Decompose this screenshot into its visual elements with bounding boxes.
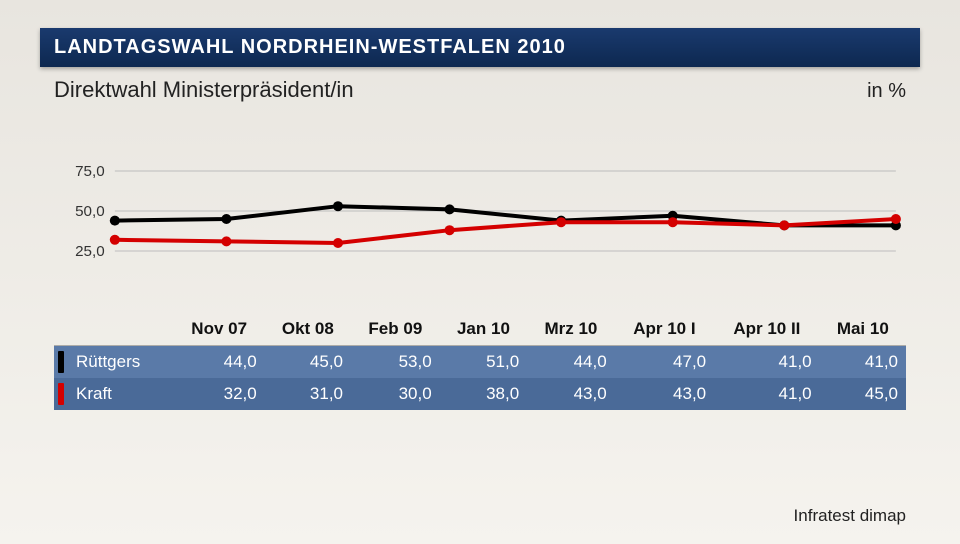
table-row: Rüttgers44,045,053,051,044,047,041,041,0 <box>54 346 906 379</box>
series-line <box>115 219 896 243</box>
value-cell: 44,0 <box>527 346 614 379</box>
series-marker <box>333 201 343 211</box>
table-header-cell: Apr 10 II <box>714 313 819 346</box>
table-row: Kraft32,031,030,038,043,043,041,045,0 <box>54 378 906 410</box>
line-chart: 25,0 50,0 75,0 <box>54 121 906 301</box>
value-cell: 47,0 <box>615 346 714 379</box>
series-marker <box>110 235 120 245</box>
table-header-cell: Mai 10 <box>820 313 906 346</box>
series-line <box>115 206 896 225</box>
series-marker <box>221 214 231 224</box>
series-name-cell: Kraft <box>54 378 174 410</box>
value-cell: 30,0 <box>351 378 440 410</box>
value-cell: 32,0 <box>174 378 265 410</box>
table-header-cell: Jan 10 <box>440 313 528 346</box>
y-tick-label: 50,0 <box>75 203 105 220</box>
subtitle-row: Direktwahl Ministerpräsident/in in % <box>40 67 920 103</box>
table-header-name <box>54 313 174 346</box>
value-cell: 45,0 <box>265 346 351 379</box>
table-header-cell: Nov 07 <box>174 313 265 346</box>
table-header-cell: Apr 10 I <box>615 313 714 346</box>
series-marker <box>333 238 343 248</box>
title-bar: LANDTAGSWAHL NORDRHEIN-WESTFALEN 2010 <box>40 28 920 67</box>
value-cell: 45,0 <box>820 378 906 410</box>
series-marker <box>110 216 120 226</box>
table-header-cell: Mrz 10 <box>527 313 614 346</box>
series-marker <box>668 217 678 227</box>
series-name: Rüttgers <box>76 352 140 371</box>
page-title: LANDTAGSWAHL NORDRHEIN-WESTFALEN 2010 <box>54 36 566 58</box>
chart-svg: 25,0 50,0 75,0 <box>54 121 906 301</box>
data-source: Infratest dimap <box>794 506 906 526</box>
series-name-cell: Rüttgers <box>54 346 174 379</box>
value-cell: 51,0 <box>440 346 528 379</box>
series-marker <box>779 220 789 230</box>
value-cell: 41,0 <box>714 346 819 379</box>
subtitle: Direktwahl Ministerpräsident/in <box>54 77 354 103</box>
data-table: Nov 07Okt 08Feb 09Jan 10Mrz 10Apr 10 IAp… <box>54 313 906 410</box>
series-name: Kraft <box>76 384 112 403</box>
series-marker <box>556 217 566 227</box>
value-cell: 31,0 <box>265 378 351 410</box>
value-cell: 38,0 <box>440 378 528 410</box>
color-swatch <box>58 351 64 373</box>
value-cell: 43,0 <box>527 378 614 410</box>
y-tick-label: 25,0 <box>75 243 105 260</box>
series-marker <box>445 225 455 235</box>
color-swatch <box>58 383 64 405</box>
y-tick-label: 75,0 <box>75 163 105 180</box>
data-table-wrap: Nov 07Okt 08Feb 09Jan 10Mrz 10Apr 10 IAp… <box>54 313 906 410</box>
value-cell: 53,0 <box>351 346 440 379</box>
table-header-cell: Feb 09 <box>351 313 440 346</box>
value-cell: 41,0 <box>820 346 906 379</box>
value-cell: 41,0 <box>714 378 819 410</box>
series-marker <box>221 236 231 246</box>
table-header-cell: Okt 08 <box>265 313 351 346</box>
unit-label: in % <box>867 80 906 103</box>
value-cell: 44,0 <box>174 346 265 379</box>
value-cell: 43,0 <box>615 378 714 410</box>
series-marker <box>445 204 455 214</box>
series-marker <box>891 214 901 224</box>
